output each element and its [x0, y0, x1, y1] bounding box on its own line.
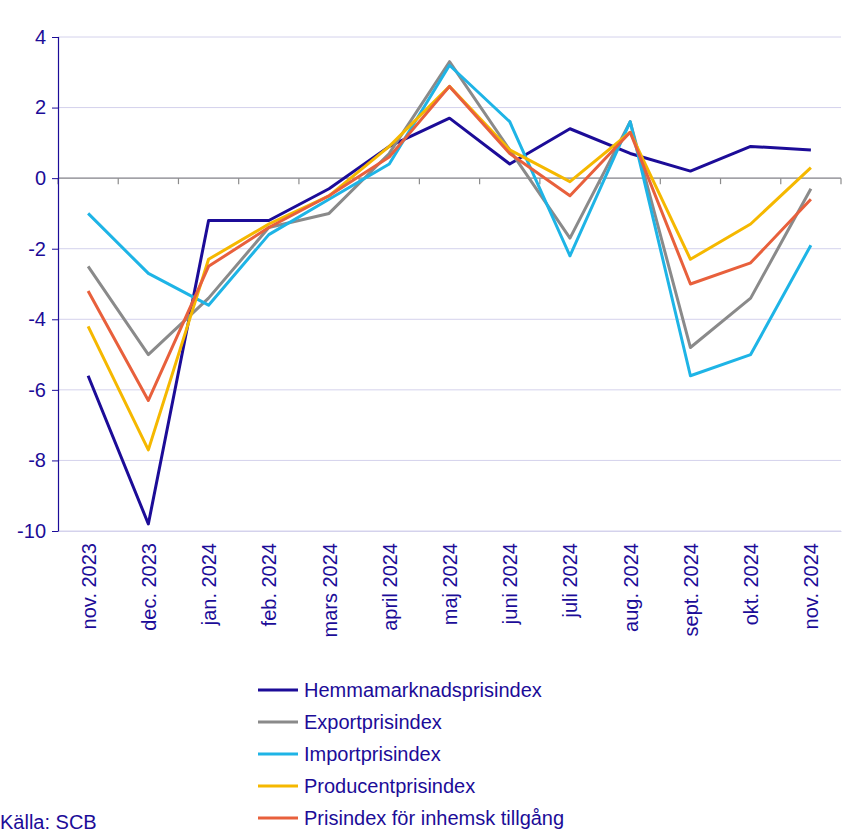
y-tick-mark: [52, 319, 58, 320]
grid-line: [58, 178, 841, 179]
x-axis: nov. 2023 dec. 2023 jan. 2024 feb. 2024 mars…: [59, 531, 842, 638]
legend: Hemmamarknadsprisindex Exportprisindex Imp…: [258, 679, 564, 829]
zero-line: [58, 178, 841, 179]
series-line: [88, 62, 811, 355]
grid-line: [58, 37, 841, 38]
x-tick-label: juli 2024: [559, 543, 581, 619]
legend-swatch: [258, 817, 298, 820]
y-tick: 2: [35, 96, 58, 118]
x-tick-label: jan. 2024: [198, 543, 220, 626]
boundary-tick: [238, 178, 239, 184]
y-tick: -4: [28, 308, 58, 330]
x-tick-label: sept. 2024: [680, 543, 702, 636]
x-tick: aug. 2024: [620, 531, 642, 632]
y-tick-mark: [52, 37, 58, 38]
x-tick-label: feb. 2024: [258, 543, 280, 626]
x-tick: jan. 2024: [198, 531, 220, 626]
chart: -10 -8 -6 -4 -2 0 2 4 nov. 2023 dec. 2023 jan. 202…: [0, 0, 850, 835]
legend-label: Hemmamarknadsprisindex: [304, 679, 542, 701]
grid-line: [58, 460, 841, 461]
x-tick: okt. 2024: [740, 531, 762, 625]
y-tick-label: -8: [28, 449, 46, 471]
legend-label: Importprisindex: [304, 743, 441, 765]
y-tick: 0: [35, 167, 58, 189]
x-tick: nov. 2023: [78, 531, 100, 629]
y-tick: -2: [28, 238, 58, 260]
grid-line: [58, 531, 841, 532]
y-tick: 4: [35, 26, 58, 48]
legend-swatch: [258, 689, 298, 692]
boundary-tick: [419, 178, 420, 184]
legend-swatch: [258, 721, 298, 724]
x-tick-label: dec. 2023: [138, 543, 160, 631]
x-tick-label: nov. 2024: [800, 543, 822, 629]
grid: [58, 37, 841, 531]
x-tick: nov. 2024: [800, 531, 822, 629]
x-tick: april 2024: [379, 531, 401, 631]
x-tick: dec. 2023: [138, 531, 160, 631]
boundary-tick: [840, 178, 841, 184]
y-tick-mark: [52, 249, 58, 250]
boundary-tick: [298, 178, 299, 184]
boundary-tick: [118, 178, 119, 184]
y-tick-label: 0: [35, 167, 46, 189]
zero-axis: [58, 178, 841, 184]
y-tick-label: 4: [35, 26, 46, 48]
series-line: [88, 86, 811, 400]
y-tick-label: -6: [28, 379, 46, 401]
series-line: [88, 86, 811, 449]
grid-line: [58, 107, 841, 108]
x-axis-line: [59, 531, 842, 532]
y-tick: -8: [28, 449, 58, 471]
y-tick: -10: [17, 520, 58, 542]
x-tick-label: juni 2024: [499, 543, 521, 625]
boundary-tick: [178, 178, 179, 184]
y-tick-label: -10: [17, 520, 46, 542]
series-line: [88, 65, 811, 376]
y-tick-mark: [52, 108, 58, 109]
boundary-tick: [660, 178, 661, 184]
boundary-tick: [780, 178, 781, 184]
x-tick-label: nov. 2023: [78, 543, 100, 629]
boundary-tick: [720, 178, 721, 184]
legend-label: Prisindex för inhemsk tillgång: [304, 807, 564, 829]
series-line: [88, 118, 811, 524]
y-axis: -10 -8 -6 -4 -2 0 2 4: [17, 26, 58, 542]
lines: [88, 62, 811, 524]
legend-swatch: [258, 785, 298, 788]
boundary-tick: [479, 178, 480, 184]
y-tick-label: -2: [28, 238, 46, 260]
y-axis-line: [52, 38, 59, 532]
x-tick: juni 2024: [499, 531, 521, 625]
y-tick-mark: [52, 531, 58, 532]
legend-label: Producentprisindex: [304, 775, 475, 797]
y-tick: -6: [28, 379, 58, 401]
y-tick-label: -4: [28, 308, 46, 330]
x-tick-label: aug. 2024: [620, 543, 642, 632]
boundary-tick: [539, 178, 540, 184]
legend-swatch: [258, 753, 298, 756]
x-tick-label: mars 2024: [319, 543, 341, 638]
grid-line: [58, 248, 841, 249]
x-tick: feb. 2024: [258, 531, 280, 626]
legend-label: Exportprisindex: [304, 711, 442, 733]
x-tick-label: april 2024: [379, 543, 401, 631]
x-tick: sept. 2024: [680, 531, 702, 636]
x-tick-label: maj 2024: [439, 543, 461, 625]
source: Källa: SCB: [0, 811, 97, 833]
y-tick-mark: [52, 390, 58, 391]
x-tick: maj 2024: [439, 531, 461, 625]
y-tick-mark: [52, 460, 58, 461]
x-tick-label: okt. 2024: [740, 543, 762, 625]
y-tick-mark: [52, 178, 58, 179]
y-tick-label: 2: [35, 96, 46, 118]
x-tick: juli 2024: [559, 531, 581, 619]
x-tick: mars 2024: [319, 531, 341, 638]
